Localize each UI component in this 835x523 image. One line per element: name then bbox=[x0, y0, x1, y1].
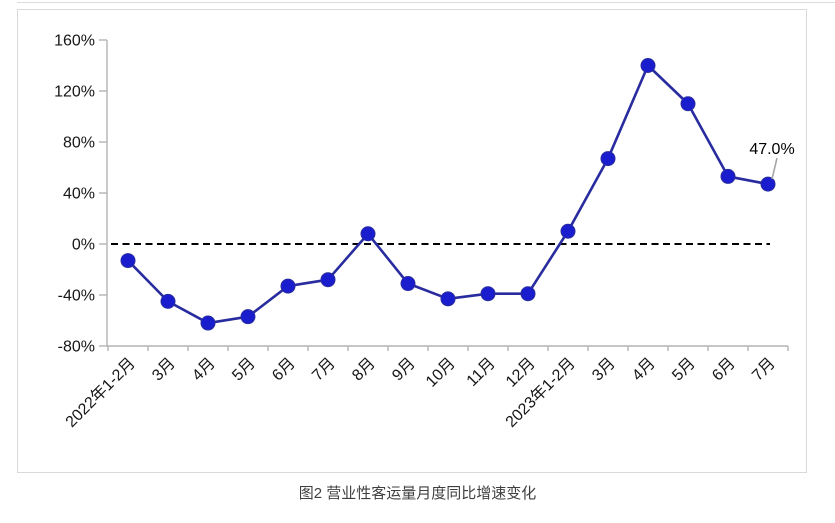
data-point bbox=[720, 168, 736, 184]
y-tick-label: 80% bbox=[63, 135, 95, 152]
x-tick-label: 11月 bbox=[464, 355, 499, 390]
x-tick-label: 4月 bbox=[189, 355, 219, 385]
x-tick-label: 7月 bbox=[749, 355, 779, 385]
line-chart: 160% 120% 80% 40% 0% -40% -80%2022年1-2月 3月 4月 5月 6… bbox=[54, 33, 795, 431]
x-tick-label: 4月 bbox=[629, 355, 659, 385]
data-point bbox=[400, 276, 416, 292]
x-tick-label: 2023年1-2月 bbox=[502, 354, 579, 431]
data-point bbox=[120, 253, 136, 269]
figure-caption: 图2 营业性客运量月度同比增速变化 bbox=[298, 485, 537, 502]
annotation-label: 47.0% bbox=[749, 141, 794, 158]
data-point bbox=[600, 151, 616, 167]
x-tick-label: 2022年1-2月 bbox=[62, 354, 139, 431]
data-point bbox=[360, 226, 376, 242]
data-point bbox=[760, 176, 776, 192]
y-tick-label: 0% bbox=[72, 237, 95, 254]
y-tick-label: 160% bbox=[54, 33, 95, 50]
x-tick-label: 12月 bbox=[503, 355, 539, 391]
data-point bbox=[320, 272, 336, 288]
top-divider bbox=[17, 2, 835, 3]
data-point bbox=[640, 58, 656, 73]
x-tick-label: 5月 bbox=[229, 355, 259, 385]
y-tick-label: 40% bbox=[63, 186, 95, 203]
x-tick-label: 6月 bbox=[709, 355, 739, 385]
x-tick-label: 8月 bbox=[349, 355, 379, 385]
data-point bbox=[480, 286, 496, 302]
data-point bbox=[680, 96, 696, 112]
x-tick-label: 7月 bbox=[309, 355, 339, 385]
data-point bbox=[440, 291, 456, 307]
chart-frame: 160% 120% 80% 40% 0% -40% -80% 2022年1-2月 3月 4月 5月 6… bbox=[17, 9, 807, 473]
annotation-leader-line bbox=[771, 157, 778, 180]
y-tick-label: -40% bbox=[58, 288, 95, 305]
data-point bbox=[560, 223, 576, 239]
y-tick-label: -80% bbox=[58, 339, 95, 356]
data-point bbox=[240, 309, 256, 325]
data-point bbox=[160, 293, 176, 309]
x-tick-label: 9月 bbox=[389, 355, 419, 385]
x-tick-label: 3月 bbox=[149, 355, 179, 385]
x-tick-label: 5月 bbox=[669, 355, 699, 385]
y-tick-label: 120% bbox=[54, 84, 95, 101]
x-tick-label: 3月 bbox=[589, 355, 619, 385]
x-tick-label: 10月 bbox=[423, 355, 459, 391]
data-line bbox=[127, 64, 769, 325]
data-point bbox=[200, 315, 216, 331]
data-point bbox=[520, 286, 536, 302]
data-point bbox=[280, 278, 296, 294]
x-tick-label: 6月 bbox=[269, 355, 299, 385]
